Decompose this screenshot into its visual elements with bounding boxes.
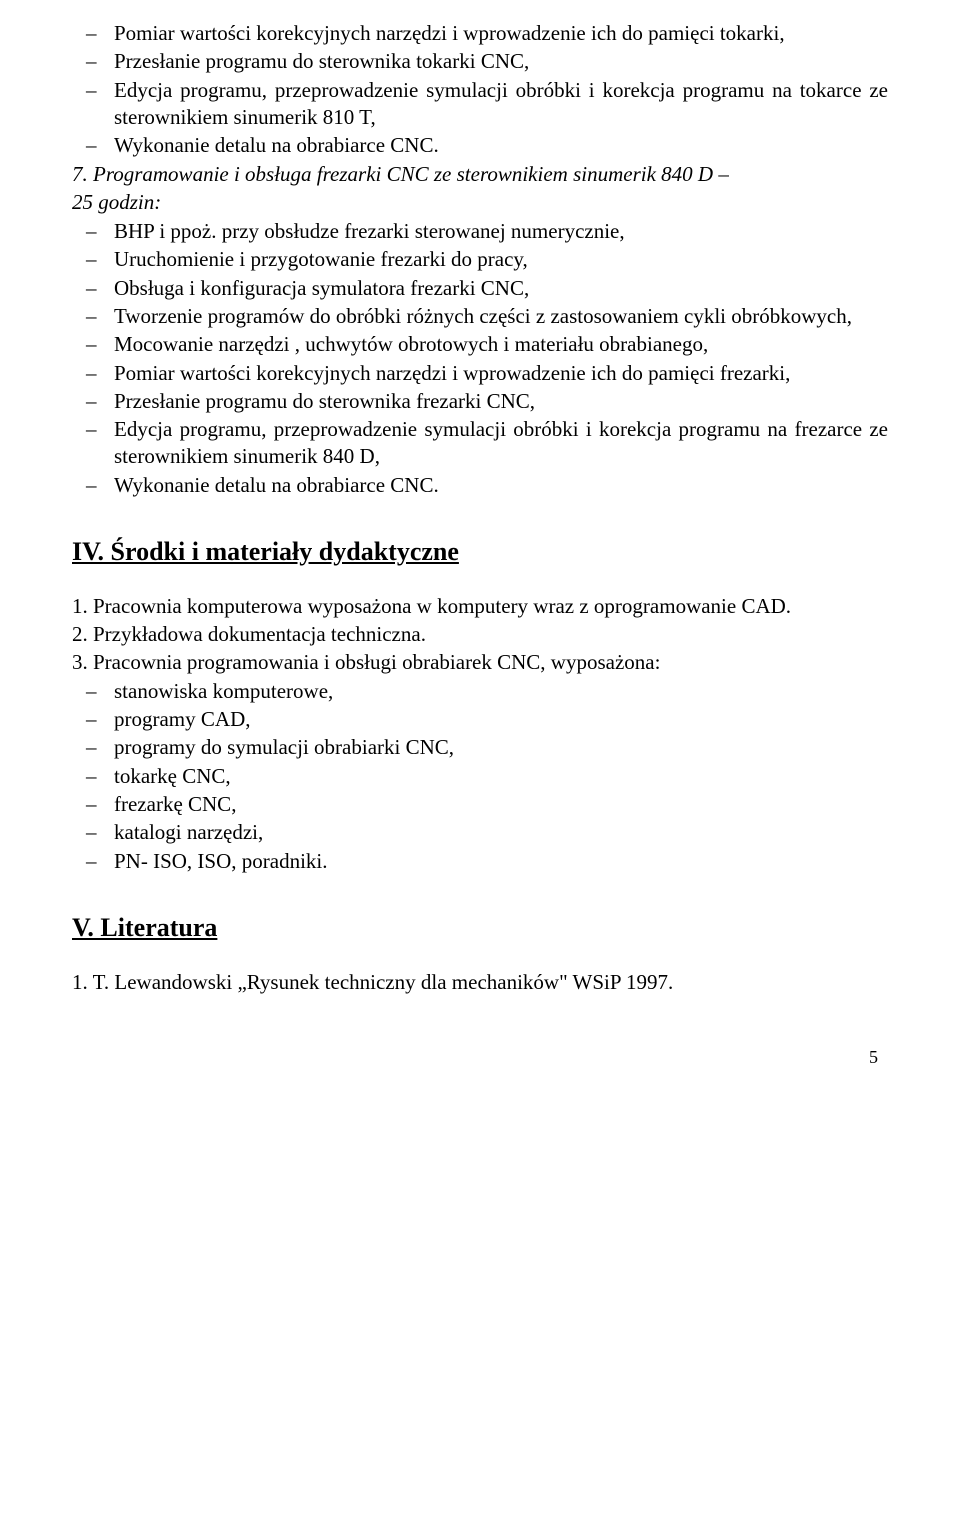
section-iv-heading: IV. Środki i materiały dydaktyczne	[72, 535, 888, 569]
list-item: Pomiar wartości korekcyjnych narzędzi i …	[114, 20, 888, 47]
list-item: Tworzenie programów do obróbki różnych c…	[114, 303, 888, 330]
numbered-item: 3. Pracownia programowania i obsługi obr…	[72, 649, 888, 676]
literature-item: 1. T. Lewandowski „Rysunek techniczny dl…	[72, 969, 888, 996]
list-item: Przesłanie programu do sterownika frezar…	[114, 388, 888, 415]
list-item: katalogi narzędzi,	[114, 819, 888, 846]
list-item: Obsługa i konfiguracja symulatora frezar…	[114, 275, 888, 302]
list-item: Wykonanie detalu na obrabiarce CNC.	[114, 472, 888, 499]
section-iv-sublist: stanowiska komputerowe, programy CAD, pr…	[72, 678, 888, 875]
list-item: Edycja programu, przeprowadzenie symulac…	[114, 416, 888, 471]
heading-line2: 25 godzin:	[72, 189, 888, 216]
list-item: Edycja programu, przeprowadzenie symulac…	[114, 77, 888, 132]
list-item: Uruchomienie i przygotowanie frezarki do…	[114, 246, 888, 273]
list-item: BHP i ppoż. przy obsłudze frezarki stero…	[114, 218, 888, 245]
section-v-heading: V. Literatura	[72, 911, 888, 945]
list-item: programy do symulacji obrabiarki CNC,	[114, 734, 888, 761]
list-item: programy CAD,	[114, 706, 888, 733]
numbered-item: 2. Przykładowa dokumentacja techniczna.	[72, 621, 888, 648]
section2-heading: 7. Programowanie i obsługa frezarki CNC …	[72, 161, 888, 216]
list-item: Przesłanie programu do sterownika tokark…	[114, 48, 888, 75]
list-item: frezarkę CNC,	[114, 791, 888, 818]
section2-list: BHP i ppoż. przy obsłudze frezarki stero…	[72, 218, 888, 499]
section1-list: Pomiar wartości korekcyjnych narzędzi i …	[72, 20, 888, 159]
numbered-item: 1. Pracownia komputerowa wyposażona w ko…	[72, 593, 888, 620]
heading-line1: 7. Programowanie i obsługa frezarki CNC …	[72, 161, 888, 188]
list-item: Mocowanie narzędzi , uchwytów obrotowych…	[114, 331, 888, 358]
list-item: stanowiska komputerowe,	[114, 678, 888, 705]
list-item: tokarkę CNC,	[114, 763, 888, 790]
list-item: Wykonanie detalu na obrabiarce CNC.	[114, 132, 888, 159]
page-number: 5	[72, 1046, 888, 1069]
list-item: Pomiar wartości korekcyjnych narzędzi i …	[114, 360, 888, 387]
list-item: PN- ISO, ISO, poradniki.	[114, 848, 888, 875]
